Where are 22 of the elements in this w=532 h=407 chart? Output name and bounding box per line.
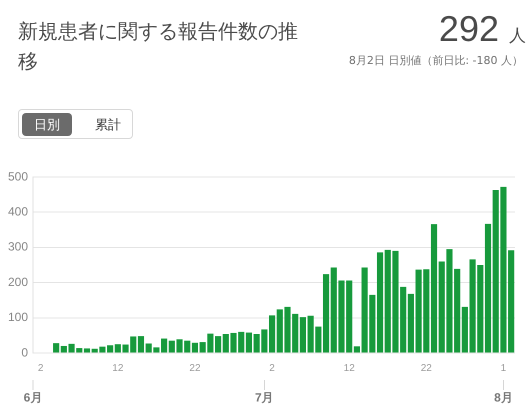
y-tick-label: 0	[21, 345, 28, 360]
x-tick-label: 12	[344, 362, 356, 374]
selected-button[interactable]: 日別	[22, 113, 72, 136]
x-tick-label: 2	[269, 362, 276, 374]
x2-tick-label: 6月	[24, 390, 42, 405]
bar	[53, 343, 60, 352]
y-tick-label: 300	[8, 240, 28, 254]
text: 8月2日 日別値（前日比: -180 人）	[348, 53, 523, 68]
y-tick-label: 100	[8, 310, 28, 324]
x-tick-label: 2	[38, 362, 44, 374]
x2-tick-label: 7月	[255, 390, 274, 405]
button[interactable]: 累計	[83, 113, 133, 136]
x-tick-label: 12	[112, 362, 124, 374]
x-tick-label: 1	[500, 362, 507, 374]
x2-tick-label: 8月	[494, 390, 513, 405]
y-tick-label: 200	[8, 274, 28, 289]
chart-title: 新規患者に関する報告件数の推移	[18, 18, 299, 75]
x-tick-label: 22	[189, 362, 201, 374]
y-tick-label: 400	[8, 204, 28, 219]
y-tick-label: 500	[8, 169, 28, 184]
text: 292 人	[438, 8, 526, 49]
x-tick-label: 22	[420, 362, 432, 374]
